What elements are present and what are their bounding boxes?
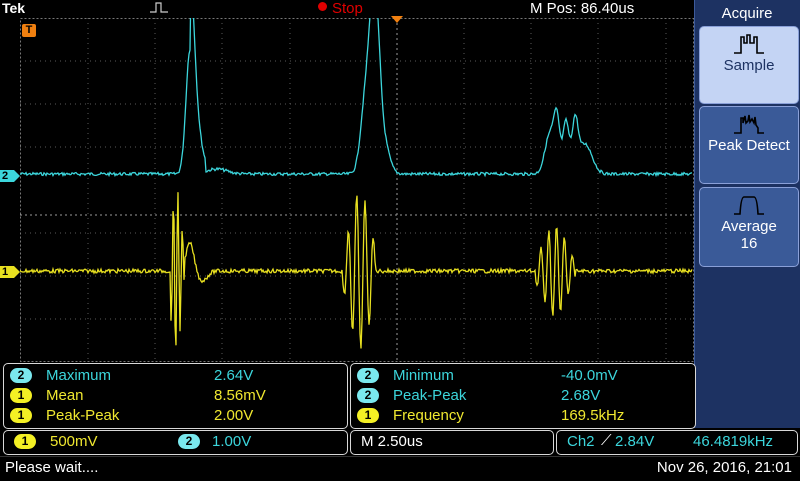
measurement-value: 2.64V	[214, 367, 254, 384]
ch1-scale: 500mV	[50, 433, 98, 450]
measurement-name: Peak-Peak	[46, 407, 120, 424]
timebase-readout[interactable]: M 2.50us	[350, 430, 554, 455]
vertical-scale-readout[interactable]: 1 500mV 2 1.00V	[3, 430, 348, 455]
average-mode-button[interactable]: Average 16	[699, 187, 799, 267]
measurement-value: 8.56mV	[214, 387, 266, 404]
horizontal-position-readout: M Pos: 86.40us	[530, 0, 635, 17]
graticule-center	[20, 18, 694, 362]
message-bar: Please wait.... Nov 26, 2016, 21:01	[0, 456, 800, 481]
measurement-panel-right[interactable]: 2 Minimum -40.0mV 2 Peak-Peak 2.68V 1 Fr…	[350, 363, 696, 429]
sample-mode-label: Sample	[723, 57, 775, 74]
measurement-name: Minimum	[393, 367, 454, 384]
measurement-name: Maximum	[46, 367, 112, 384]
measurement-value: -40.0mV	[561, 367, 618, 384]
ch2-scale: 1.00V	[212, 433, 252, 450]
ch2-ground-marker[interactable]: 2	[0, 170, 20, 182]
measurement-name: Frequency	[393, 407, 464, 424]
acquisition-state: Stop	[318, 0, 363, 17]
measurement-value: 169.5kHz	[561, 407, 625, 424]
peak-detect-waveform-icon	[734, 114, 764, 134]
waveform-display[interactable]	[20, 18, 694, 362]
trigger-position-marker[interactable]: T	[22, 24, 36, 37]
average-waveform-icon	[734, 196, 764, 215]
measurement-row: 1 Peak-Peak 2.00V	[4, 406, 347, 426]
run-state-label: Stop	[332, 0, 363, 17]
channel-badge: 2	[357, 368, 379, 383]
measurement-row: 2 Maximum 2.64V	[4, 366, 347, 386]
channel-badge: 2	[10, 368, 32, 383]
date-time: Nov 26, 2016, 21:01	[656, 459, 792, 476]
timebase-value: M 2.50us	[361, 433, 423, 450]
channel-badge: 1	[10, 408, 32, 423]
measurement-row: 2 Peak-Peak 2.68V	[351, 386, 695, 406]
graticule	[20, 18, 694, 362]
measurement-value: 2.68V	[561, 387, 601, 404]
sample-mode-button[interactable]: Sample	[699, 26, 799, 104]
trigger-level: 2.84V	[615, 433, 655, 450]
peak-detect-mode-button[interactable]: Peak Detect	[699, 106, 799, 184]
measurement-name: Mean	[46, 387, 84, 404]
average-mode-label: Average	[721, 218, 777, 235]
channel-badge: 2	[357, 388, 379, 403]
measurement-name: Peak-Peak	[393, 387, 467, 404]
brand-logo: Tek	[2, 0, 26, 16]
channel-badge: 1	[357, 408, 379, 423]
graticule-border	[20, 18, 694, 362]
trigger-source: Ch2	[567, 433, 595, 450]
ch2-badge: 2	[178, 434, 200, 449]
trigger-frequency: 46.4819kHz	[693, 433, 774, 450]
measurement-panel-left[interactable]: 2 Maximum 2.64V 1 Mean 8.56mV 1 Peak-Pea…	[3, 363, 348, 429]
measurement-row: 1 Mean 8.56mV	[4, 386, 347, 406]
ch1-badge: 1	[14, 434, 36, 449]
trigger-point-marker[interactable]	[391, 16, 403, 23]
average-count: 16	[740, 235, 758, 252]
sample-waveform-icon	[734, 34, 764, 54]
status-message: Please wait....	[5, 459, 99, 476]
ch1-ground-marker[interactable]: 1	[0, 266, 20, 278]
stop-indicator-icon	[318, 2, 327, 11]
ch2-waveform	[20, 18, 693, 178]
measurement-value: 2.00V	[214, 407, 254, 424]
peak-detect-mode-label: Peak Detect	[708, 137, 790, 154]
measurement-row: 1 Frequency 169.5kHz	[351, 406, 695, 426]
ch1-waveform	[20, 192, 693, 349]
trigger-edge-icon	[150, 2, 168, 13]
trigger-slope-icon: ⟋	[601, 432, 612, 449]
trigger-readout[interactable]: Ch2 ⟋ 2.84V 46.4819kHz	[556, 430, 798, 455]
measurement-row: 2 Minimum -40.0mV	[351, 366, 695, 386]
top-status-bar	[0, 0, 694, 18]
side-menu-title: Acquire	[721, 5, 773, 22]
channel-badge: 1	[10, 388, 32, 403]
